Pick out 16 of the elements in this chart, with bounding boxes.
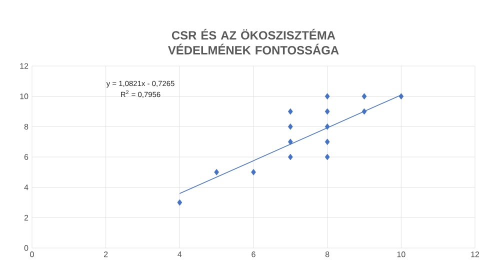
point (398, 93, 404, 100)
point (288, 123, 293, 130)
point (214, 168, 220, 176)
point (251, 168, 256, 176)
point (288, 108, 293, 115)
point (288, 138, 293, 146)
point (324, 108, 330, 115)
chart-title: CSR ÉS AZ ÖKOSZISZTÉMA VÉDELMÉNEK FONTOSSÁGA (168, 28, 339, 54)
point (288, 154, 293, 160)
point (362, 108, 367, 115)
point (324, 93, 330, 100)
point (177, 199, 182, 206)
point (324, 123, 330, 130)
point (362, 93, 367, 100)
point (324, 138, 330, 146)
point (324, 154, 330, 160)
